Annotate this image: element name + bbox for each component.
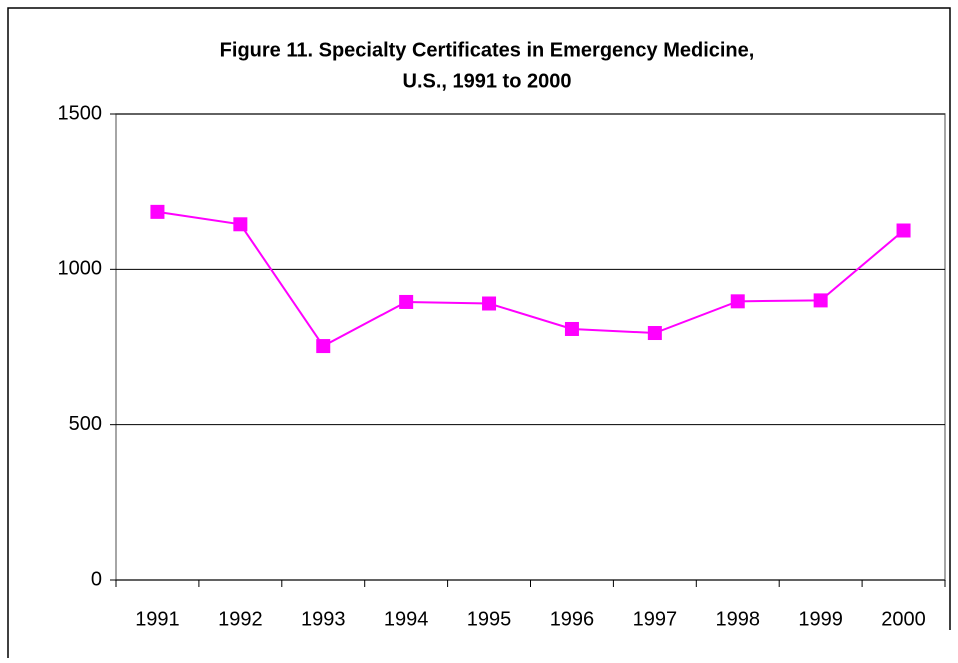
x-tick-label: 1994 [384,608,429,630]
x-tick-label: 1991 [135,608,180,630]
marker [316,339,331,354]
chart-frame [7,7,951,658]
y-tick-label: 0 [91,568,102,590]
plot-area [115,113,946,581]
chart-title: Figure 11. Specialty Certificates in Eme… [220,39,755,61]
marker [647,326,662,341]
y-tick-label: 1500 [58,102,103,124]
x-tick-label: 1997 [633,608,678,630]
x-tick-label: 2000 [881,608,926,630]
y-tick-label: 500 [69,413,102,435]
marker [482,296,497,311]
x-tick-label: 1999 [798,608,843,630]
y-tick-label: 1000 [58,258,103,280]
chart-title: U.S., 1991 to 2000 [403,70,572,92]
marker [730,294,745,309]
x-tick-label: 1998 [716,608,761,630]
x-tick-label: 1992 [218,608,263,630]
x-tick-label: 1996 [550,608,595,630]
x-tick-label: 1995 [467,608,512,630]
marker [399,294,414,309]
marker [896,223,911,238]
marker [233,217,248,232]
x-tick-label: 1993 [301,608,346,630]
marker [564,321,579,336]
marker [813,293,828,308]
marker [150,204,165,219]
line-series [157,210,905,348]
